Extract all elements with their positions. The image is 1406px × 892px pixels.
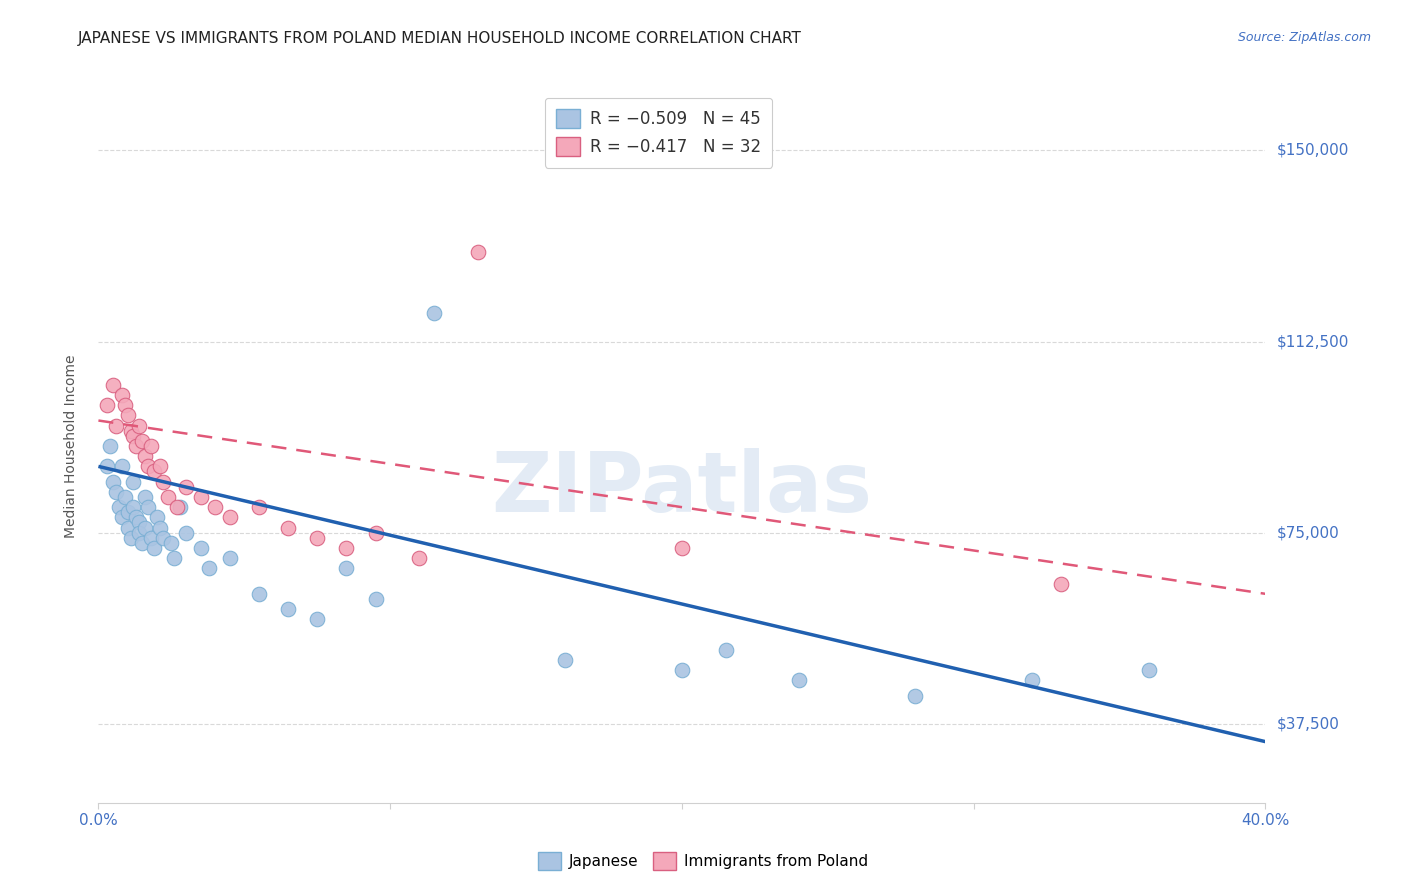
- Text: $112,500: $112,500: [1277, 334, 1348, 349]
- Point: [122, 500, 145, 515]
- Point: [134, 490, 156, 504]
- Point: [111, 388, 134, 402]
- Point: [277, 520, 299, 534]
- Point: [122, 429, 145, 443]
- Point: [218, 551, 240, 566]
- Point: [247, 500, 270, 515]
- Point: [111, 459, 134, 474]
- Point: [114, 398, 136, 412]
- Point: [142, 465, 165, 479]
- Point: [174, 525, 197, 540]
- Point: [104, 484, 127, 499]
- Point: [423, 306, 446, 320]
- Point: [139, 531, 162, 545]
- Point: [247, 587, 270, 601]
- Point: [134, 449, 156, 463]
- Point: [152, 475, 174, 489]
- Point: [169, 500, 191, 515]
- Point: [101, 475, 124, 489]
- Point: [149, 459, 172, 474]
- Legend: R = −0.509   N = 45, R = −0.417   N = 32: R = −0.509 N = 45, R = −0.417 N = 32: [544, 97, 772, 168]
- Point: [120, 424, 142, 438]
- Point: [139, 439, 162, 453]
- Point: [134, 520, 156, 534]
- Point: [190, 490, 212, 504]
- Point: [467, 245, 489, 260]
- Point: [122, 475, 145, 489]
- Point: [364, 525, 387, 540]
- Legend: Japanese, Immigrants from Poland: Japanese, Immigrants from Poland: [530, 845, 876, 877]
- Text: Source: ZipAtlas.com: Source: ZipAtlas.com: [1237, 31, 1371, 45]
- Point: [125, 510, 148, 524]
- Point: [117, 505, 139, 519]
- Point: [136, 459, 159, 474]
- Text: ZIPatlas: ZIPatlas: [492, 449, 872, 529]
- Point: [131, 434, 153, 448]
- Point: [98, 439, 121, 453]
- Point: [904, 689, 927, 703]
- Point: [335, 541, 357, 555]
- Point: [96, 459, 118, 474]
- Point: [554, 653, 576, 667]
- Text: $150,000: $150,000: [1277, 143, 1348, 158]
- Point: [125, 439, 148, 453]
- Point: [364, 591, 387, 606]
- Point: [114, 490, 136, 504]
- Point: [1050, 576, 1073, 591]
- Point: [166, 500, 188, 515]
- Point: [96, 398, 118, 412]
- Point: [1021, 673, 1043, 688]
- Point: [307, 612, 329, 626]
- Point: [128, 516, 150, 530]
- Point: [117, 520, 139, 534]
- Point: [149, 520, 172, 534]
- Point: [108, 500, 131, 515]
- Point: [174, 480, 197, 494]
- Point: [198, 561, 221, 575]
- Point: [104, 418, 127, 433]
- Text: JAPANESE VS IMMIGRANTS FROM POLAND MEDIAN HOUSEHOLD INCOME CORRELATION CHART: JAPANESE VS IMMIGRANTS FROM POLAND MEDIA…: [77, 31, 801, 46]
- Point: [1137, 663, 1160, 677]
- Point: [146, 510, 169, 524]
- Point: [136, 500, 159, 515]
- Point: [131, 536, 153, 550]
- Point: [160, 536, 183, 550]
- Text: $37,500: $37,500: [1277, 716, 1340, 731]
- Y-axis label: Median Household Income: Median Household Income: [63, 354, 77, 538]
- Point: [190, 541, 212, 555]
- Point: [152, 531, 174, 545]
- Point: [157, 490, 180, 504]
- Point: [218, 510, 240, 524]
- Point: [714, 643, 737, 657]
- Point: [163, 551, 186, 566]
- Point: [111, 510, 134, 524]
- Point: [277, 602, 299, 616]
- Point: [408, 551, 430, 566]
- Point: [117, 409, 139, 423]
- Point: [120, 531, 142, 545]
- Point: [335, 561, 357, 575]
- Point: [128, 418, 150, 433]
- Point: [671, 663, 693, 677]
- Point: [787, 673, 810, 688]
- Point: [101, 377, 124, 392]
- Point: [307, 531, 329, 545]
- Point: [204, 500, 226, 515]
- Point: [671, 541, 693, 555]
- Point: [142, 541, 165, 555]
- Text: $75,000: $75,000: [1277, 525, 1340, 541]
- Point: [128, 525, 150, 540]
